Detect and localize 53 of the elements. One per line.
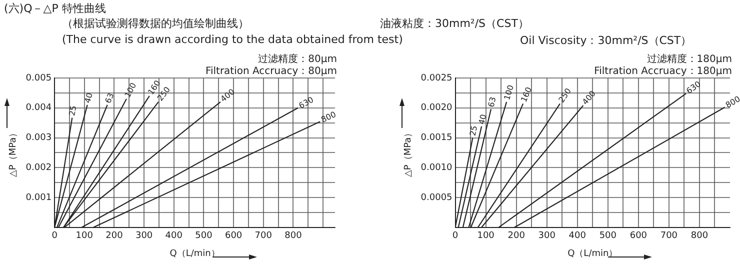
text: （根据试验测得数据的均值绘制曲线） bbox=[62, 16, 249, 31]
text: 630 bbox=[684, 79, 702, 96]
chart-title: (六)Q－△P 特性曲线 bbox=[4, 1, 106, 16]
text: 40 bbox=[83, 92, 94, 104]
x-tick-label: 500 bbox=[599, 231, 617, 242]
text: 40 bbox=[477, 113, 488, 126]
text: 25 bbox=[68, 104, 78, 116]
text: 63 bbox=[486, 96, 498, 108]
x-tick-label: 200 bbox=[508, 231, 526, 242]
text: Filtration Accruacy：180μm bbox=[594, 65, 732, 78]
y-tick-label: 0.003 bbox=[26, 133, 52, 144]
text: 63 bbox=[104, 92, 116, 105]
y-tick-label: 0.005 bbox=[26, 73, 52, 84]
x-tick-label: 400 bbox=[165, 231, 183, 242]
y-tick-label: 0.0015 bbox=[420, 133, 452, 144]
text: Filtration Accruacy：80μm bbox=[205, 65, 337, 78]
y-tick-label: 0.0020 bbox=[420, 103, 453, 114]
y-tick-label: 0.0005 bbox=[420, 192, 452, 203]
text: 630 bbox=[297, 95, 316, 110]
text: 25 bbox=[468, 124, 480, 137]
text: 100 bbox=[123, 81, 138, 100]
y-tick-label: 0.004 bbox=[26, 103, 52, 114]
x-tick-label: 0 bbox=[52, 231, 58, 242]
text: 油液粘度：30mm²/S（CST） bbox=[380, 16, 529, 31]
text: 800 bbox=[320, 110, 338, 124]
text: 400 bbox=[218, 87, 236, 104]
y-axis-title: △P（MPa） bbox=[404, 128, 414, 178]
chart-subtitle: 过滤精度：180μm bbox=[646, 52, 732, 66]
y-tick-label: 0.0010 bbox=[420, 162, 453, 173]
text: 160 bbox=[519, 86, 534, 104]
x-tick-label: 100 bbox=[76, 231, 94, 242]
x-tick-label: 300 bbox=[538, 231, 556, 242]
x-tick-label: 0 bbox=[452, 231, 458, 242]
x-tick-label: 300 bbox=[135, 231, 153, 242]
x-tick-label: 600 bbox=[630, 231, 648, 242]
x-tick-label: 600 bbox=[224, 231, 242, 242]
y-tick-label: 0.0025 bbox=[420, 73, 452, 84]
x-tick-label: 400 bbox=[568, 231, 586, 242]
y-tick-label: 0.001 bbox=[26, 192, 52, 203]
y-tick-label: 0.002 bbox=[26, 162, 52, 173]
text: 100 bbox=[502, 84, 516, 102]
x-tick-label: 500 bbox=[195, 231, 213, 242]
text: (The curve is drawn according to the data obtained from test) bbox=[62, 33, 403, 46]
text: Oil Viscosity：30mm²/S（CST） bbox=[520, 33, 692, 48]
x-tick-label: 100 bbox=[477, 231, 495, 242]
chart-subtitle: 过滤精度：80μm bbox=[258, 52, 337, 66]
text: 400 bbox=[580, 89, 598, 107]
x-tick-label: 800 bbox=[690, 231, 708, 242]
x-tick-label: 800 bbox=[284, 231, 302, 242]
x-tick-label: 700 bbox=[660, 231, 678, 242]
y-axis-title: △P（MPa） bbox=[8, 128, 19, 178]
x-tick-label: 200 bbox=[106, 231, 124, 242]
x-tick-label: 700 bbox=[254, 231, 272, 242]
